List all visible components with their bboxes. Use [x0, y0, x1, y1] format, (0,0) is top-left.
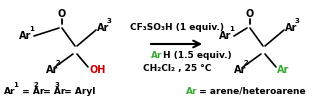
Text: CF₃SO₃H (1 equiv.): CF₃SO₃H (1 equiv.): [130, 22, 224, 32]
Text: 1: 1: [29, 26, 34, 32]
Text: Ar: Ar: [219, 31, 232, 41]
Text: O: O: [246, 9, 254, 19]
Text: Ar: Ar: [151, 51, 163, 61]
Text: = Ar: = Ar: [40, 87, 66, 95]
Text: 2: 2: [34, 82, 39, 88]
Text: Ar: Ar: [19, 31, 31, 41]
Text: Ar: Ar: [234, 65, 246, 75]
Text: 2: 2: [244, 60, 249, 66]
Text: 1: 1: [229, 26, 234, 32]
Text: 3: 3: [107, 18, 112, 24]
Text: 3: 3: [295, 18, 300, 24]
Text: 2: 2: [56, 60, 61, 66]
Text: Ar: Ar: [46, 65, 58, 75]
Text: OH: OH: [89, 65, 106, 75]
Text: Ar: Ar: [186, 87, 198, 95]
Text: H (1.5 equiv.): H (1.5 equiv.): [163, 51, 232, 61]
Text: 1: 1: [13, 82, 18, 88]
Text: Ar: Ar: [285, 23, 297, 33]
Text: = arene/heteroarene: = arene/heteroarene: [196, 87, 306, 95]
Text: O: O: [58, 9, 66, 19]
Text: Ar: Ar: [97, 23, 110, 33]
Text: CH₂Cl₂ , 25 °C: CH₂Cl₂ , 25 °C: [143, 64, 211, 74]
Text: Ar: Ar: [277, 65, 289, 75]
Text: = Aryl: = Aryl: [61, 87, 95, 95]
Text: 3: 3: [55, 82, 60, 88]
Text: = Ar: = Ar: [19, 87, 44, 95]
Text: Ar: Ar: [4, 87, 15, 95]
